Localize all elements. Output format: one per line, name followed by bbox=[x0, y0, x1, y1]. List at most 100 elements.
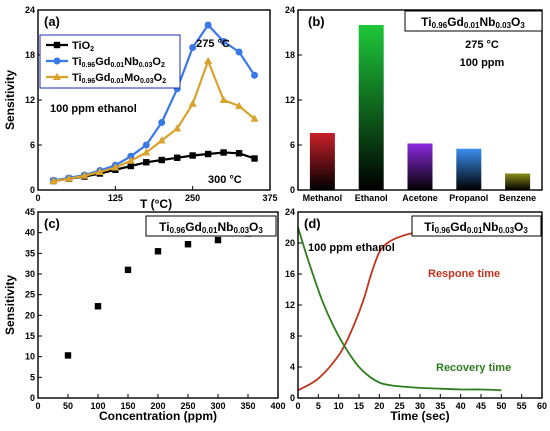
panel-b-y-tick-label: 18 bbox=[285, 50, 295, 60]
panel-a-data-point bbox=[204, 21, 212, 29]
panel-d-x-tick-label: 10 bbox=[334, 401, 344, 411]
panel-a-data-point bbox=[220, 149, 227, 156]
panel-d-x-tick-label: 0 bbox=[295, 401, 300, 411]
panel-d-y-tick-label: 0 bbox=[290, 393, 295, 403]
panel-d-series-line-1 bbox=[297, 227, 502, 392]
panel-c-y-tick-label: 20 bbox=[25, 310, 35, 320]
panel-a-data-point bbox=[220, 38, 228, 45]
panel-a-data-point bbox=[189, 152, 196, 159]
panel-a-series-line-2 bbox=[53, 59, 256, 183]
panel-c-y-tick-label: 5 bbox=[30, 372, 35, 382]
panel-d-y-tick-label: 24 bbox=[285, 207, 295, 217]
panel-a-data-point bbox=[173, 124, 182, 132]
panel-b-y-tick-label: 6 bbox=[290, 140, 295, 150]
panel-c-x-tick-label: 100 bbox=[90, 401, 105, 411]
panel-b-label: (b) bbox=[308, 14, 325, 29]
panel-a-data-point bbox=[188, 99, 197, 107]
panel-c-x-tick-label: 400 bbox=[270, 401, 285, 411]
panel-c-y-tick-label: 15 bbox=[25, 331, 35, 341]
panel-b-x-tick-label: Propanol bbox=[449, 193, 488, 203]
panel-c-data-point bbox=[124, 266, 132, 274]
panel-d-x-tick-label: 50 bbox=[496, 401, 506, 411]
panel-c-y-axis-label: Sensitivity bbox=[3, 275, 17, 335]
panel-c-x-tick-label: 200 bbox=[150, 401, 165, 411]
panel-d-title-box bbox=[411, 215, 542, 237]
panel-c-y-tick-label: 35 bbox=[25, 248, 35, 258]
panel-a-x-tick-label: 375 bbox=[262, 193, 277, 203]
panel-b-title-box bbox=[404, 10, 543, 32]
panel-a-data-point bbox=[251, 155, 258, 162]
panel-c-plot-frame bbox=[37, 211, 279, 399]
panel-a-legend-marker bbox=[53, 41, 61, 49]
panel-a-legend-entry: Ti0.96Gd0.01Mo0.03O2 bbox=[72, 72, 166, 85]
panel-b-bar-acetone bbox=[407, 143, 433, 190]
panel-c-data-point bbox=[64, 352, 72, 359]
panel-b-bar-ethanol bbox=[358, 25, 384, 190]
panel-a-data-point bbox=[158, 156, 165, 164]
panel-b-x-tick-label: Ethanol bbox=[355, 193, 388, 203]
panel-b-x-tick-label: Benzene bbox=[499, 193, 536, 203]
panel-a-data-point bbox=[111, 163, 120, 171]
panel-a-x-axis-label: T (°C) bbox=[140, 197, 172, 211]
panel-c-x-axis-label: Concentration (ppm) bbox=[99, 409, 217, 423]
panel-c-y-tick-label: 10 bbox=[25, 352, 35, 362]
panel-a-data-point bbox=[251, 71, 259, 79]
panel-b-bar-propanol bbox=[456, 148, 482, 190]
panel-c-x-tick-label: 300 bbox=[210, 401, 225, 411]
panel-a-y-tick-label: 12 bbox=[25, 95, 35, 105]
panel-b-y-tick-label: 12 bbox=[285, 95, 295, 105]
panel-d-x-tick-label: 55 bbox=[517, 401, 527, 411]
panel-a-legend-entry: Ti0.96Gd0.01Nb0.03O2 bbox=[72, 56, 165, 69]
panel-a-annotation: 275 °C bbox=[196, 38, 230, 50]
panel-a-data-point bbox=[95, 167, 104, 175]
panel-c-x-tick-label: 150 bbox=[120, 401, 135, 411]
panel-b-bar-benzene bbox=[505, 173, 531, 190]
panel-d-title: Ti0.96Gd0.01Nb0.03O3 bbox=[424, 220, 528, 235]
panel-b-x-tick-label: Acetone bbox=[402, 193, 438, 203]
panel-d-x-tick-label: 40 bbox=[456, 401, 466, 411]
panel-a-data-point bbox=[49, 176, 58, 184]
panel-c-y-tick-label: 40 bbox=[25, 228, 35, 238]
panel-a-data-point bbox=[204, 150, 212, 158]
panel-a-data-point bbox=[80, 171, 89, 179]
panel-d-annotation: 100 ppm ethanol bbox=[308, 242, 395, 254]
panel-d-y-tick-label: 20 bbox=[285, 238, 295, 248]
panel-a-data-point bbox=[235, 48, 243, 56]
panel-c-label: (c) bbox=[44, 216, 60, 231]
panel-d-x-tick-label: 20 bbox=[374, 401, 384, 411]
panel-d-x-tick-label: 60 bbox=[537, 401, 547, 411]
panel-a-y-tick-label: 0 bbox=[30, 185, 35, 195]
panel-a-data-point bbox=[127, 162, 134, 170]
panel-d-annotation: Respone time bbox=[428, 268, 500, 280]
panel-a-data-point bbox=[142, 148, 151, 156]
panel-b-bar-methanol bbox=[309, 133, 335, 190]
panel-d-label: (d) bbox=[304, 216, 321, 231]
panel-d-y-tick-label: 12 bbox=[285, 300, 295, 310]
panel-b-x-tick-label: Methanol bbox=[303, 193, 343, 203]
panel-a-x-tick-label: 0 bbox=[35, 193, 40, 203]
panel-c-data-point bbox=[154, 248, 162, 255]
panel-b-annotation: 275 °C bbox=[465, 39, 499, 51]
panel-d-x-tick-label: 15 bbox=[354, 401, 364, 411]
panel-a-data-point bbox=[126, 156, 135, 164]
panel-c-y-tick-label: 30 bbox=[25, 269, 35, 279]
panel-c-title: Ti0.96Gd0.01Nb0.03O3 bbox=[159, 220, 263, 235]
panel-d-x-tick-label: 45 bbox=[476, 401, 486, 411]
panel-a-data-point bbox=[64, 174, 73, 182]
panel-a-legend-entry: TiO2 bbox=[72, 40, 94, 53]
panel-a-legend: TiO2 Ti0.96Gd0.01Nb0.03O2 Ti0.96Gd0.01Mo0.… bbox=[39, 34, 181, 89]
panel-a-data-point bbox=[235, 101, 244, 109]
panel-a-y-axis-label: Sensitivity bbox=[3, 70, 17, 130]
panel-b-annotation: 100 ppm bbox=[460, 57, 505, 69]
panel-d-annotation: Recovery time bbox=[436, 362, 511, 374]
panel-c-y-tick-label: 45 bbox=[25, 207, 35, 217]
panel-a-data-point bbox=[189, 44, 197, 51]
panel-a-x-tick-label: 125 bbox=[108, 193, 123, 203]
panel-a-y-tick-label: 18 bbox=[25, 50, 35, 60]
panel-a-data-point bbox=[174, 154, 181, 161]
panel-d-y-tick-label: 16 bbox=[285, 269, 295, 279]
panel-a-legend-marker bbox=[53, 72, 61, 80]
panel-b-title: Ti0.96Gd0.01Nb0.03O3 bbox=[421, 15, 525, 30]
panel-a-data-point bbox=[127, 152, 135, 160]
panel-d-x-tick-label: 5 bbox=[316, 401, 321, 411]
